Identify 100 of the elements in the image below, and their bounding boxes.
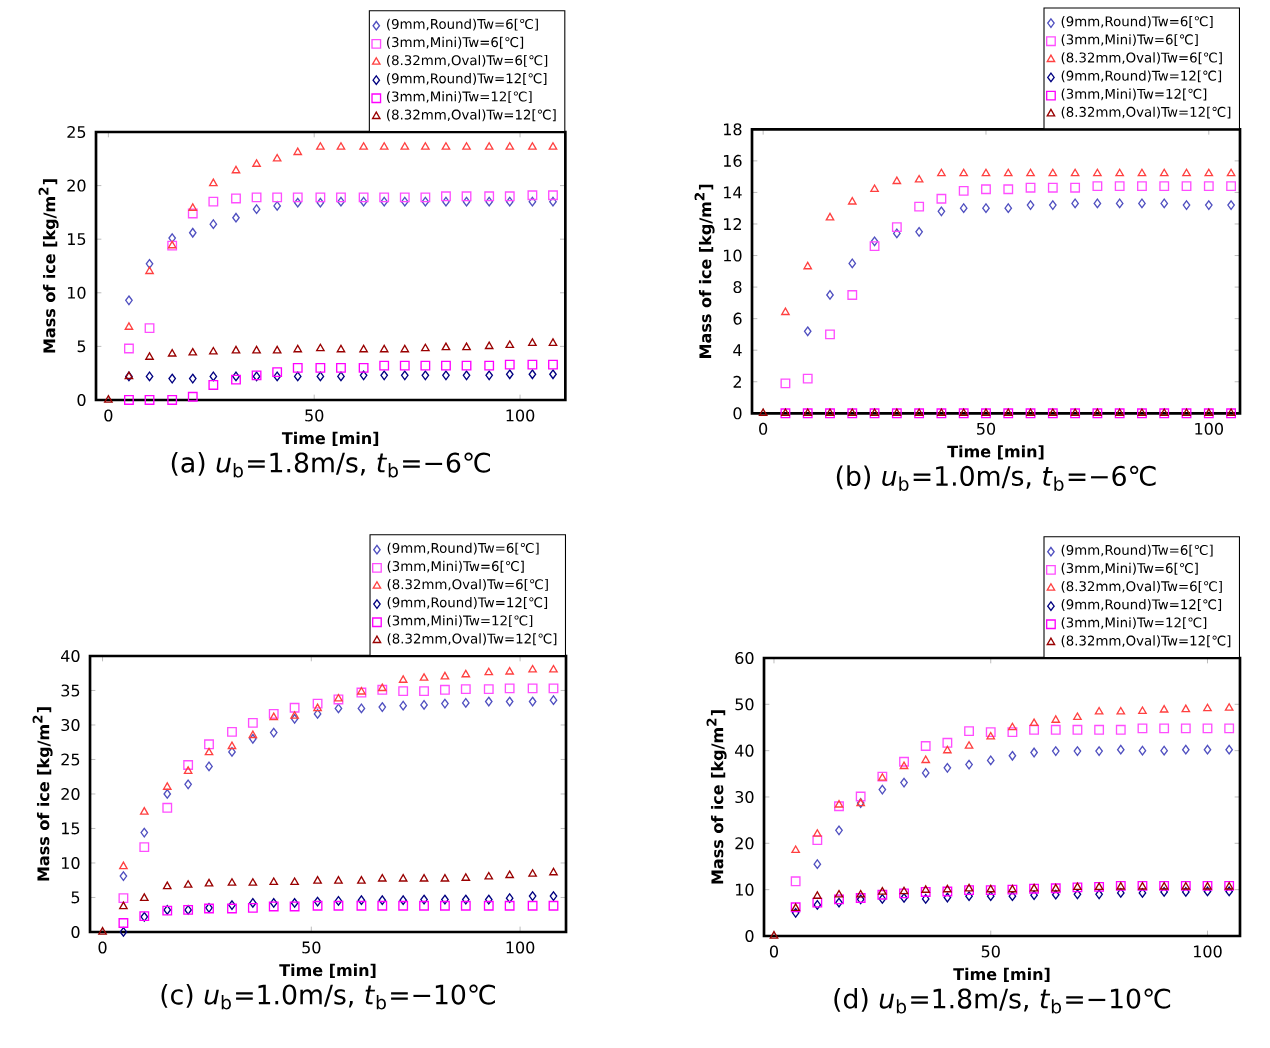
point — [315, 192, 326, 203]
point — [357, 895, 366, 906]
point — [791, 907, 800, 918]
point — [981, 168, 991, 177]
point — [441, 142, 451, 150]
point — [548, 683, 559, 694]
point — [812, 891, 822, 899]
point — [781, 307, 790, 316]
y-tick-label: 25 — [67, 125, 86, 139]
point — [272, 192, 283, 203]
point — [1225, 744, 1234, 755]
point — [377, 900, 388, 911]
point — [848, 258, 857, 269]
point — [313, 875, 322, 884]
point — [209, 219, 218, 230]
point — [440, 873, 450, 882]
point — [528, 196, 537, 207]
point — [548, 338, 558, 346]
point — [461, 360, 472, 371]
point — [1160, 198, 1169, 209]
point — [1159, 723, 1170, 734]
point — [1029, 718, 1039, 727]
point — [139, 842, 150, 853]
y-tick-label: 6 — [733, 312, 742, 325]
point — [316, 197, 325, 208]
point — [334, 895, 343, 906]
point — [899, 756, 909, 767]
text: (d) u$_{b}$=1.8m/s, t$_{b}$=−10℃ — [834, 988, 1171, 1014]
point — [527, 359, 538, 370]
point — [1137, 168, 1147, 177]
point — [231, 193, 241, 204]
point — [248, 730, 258, 739]
point — [965, 891, 973, 902]
point — [1008, 891, 1017, 902]
y-tick-label: 0 — [77, 393, 86, 407]
point — [505, 142, 515, 150]
point — [441, 191, 451, 202]
point — [548, 142, 558, 150]
point — [959, 168, 969, 177]
point — [419, 873, 429, 882]
point — [936, 193, 947, 204]
point — [441, 342, 451, 351]
point — [1030, 747, 1038, 758]
y-axis-title: Mass of ice [kg/m$^{2}$] — [706, 710, 727, 884]
point — [877, 887, 887, 895]
point — [231, 165, 241, 174]
point — [870, 184, 879, 193]
point — [399, 700, 408, 711]
point — [483, 684, 494, 695]
y-tick-label: 18 — [723, 123, 742, 136]
point — [528, 338, 537, 346]
point — [937, 206, 946, 217]
point — [803, 261, 813, 270]
point — [399, 360, 410, 371]
point — [1181, 704, 1191, 713]
point — [835, 825, 843, 836]
point — [878, 784, 887, 795]
y-tick-label: 8 — [733, 281, 742, 294]
point — [118, 893, 129, 904]
point — [358, 192, 369, 203]
point — [441, 894, 449, 905]
point — [125, 295, 133, 306]
point — [269, 727, 278, 738]
point — [1003, 184, 1014, 195]
point — [1225, 886, 1234, 897]
point — [1181, 887, 1190, 897]
point — [1224, 723, 1235, 734]
point — [442, 370, 450, 381]
point — [359, 370, 368, 381]
point — [892, 176, 902, 185]
point — [914, 174, 924, 183]
point — [336, 362, 346, 373]
point — [419, 686, 429, 697]
point — [419, 673, 429, 681]
point — [439, 684, 450, 695]
y-tick-label: 40 — [735, 744, 754, 757]
point — [337, 371, 345, 382]
point — [921, 893, 930, 904]
point — [167, 395, 178, 405]
text: (c) u$_{b}$=1.0m/s, t$_{b}$=−10℃ — [161, 984, 495, 1010]
point — [441, 698, 449, 709]
y-tick-label: 5 — [77, 340, 86, 353]
point — [440, 671, 450, 680]
point — [900, 893, 908, 903]
point — [1182, 168, 1191, 177]
point — [209, 371, 218, 382]
point — [315, 362, 326, 373]
point — [380, 370, 389, 381]
point — [1137, 723, 1148, 734]
point — [420, 192, 431, 203]
point — [187, 208, 198, 219]
y-tick-label: 5 — [71, 891, 80, 904]
point — [505, 196, 514, 207]
point — [144, 395, 155, 405]
point — [1226, 168, 1236, 177]
point — [462, 142, 471, 150]
y-tick-label: 0 — [71, 925, 80, 938]
y-tick-label: 15 — [67, 233, 86, 246]
point — [914, 201, 925, 212]
x-tick-label: 100 — [1193, 945, 1222, 958]
